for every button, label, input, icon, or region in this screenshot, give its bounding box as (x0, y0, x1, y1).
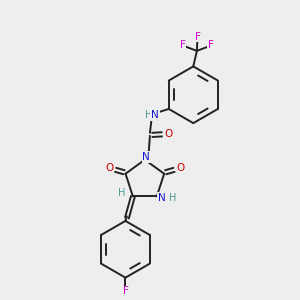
Text: O: O (105, 164, 113, 173)
Text: F: F (122, 286, 128, 296)
Text: F: F (208, 40, 214, 50)
Text: H: H (118, 188, 125, 199)
Text: F: F (194, 32, 200, 41)
Text: O: O (164, 129, 172, 139)
Text: H: H (145, 110, 152, 120)
Text: H: H (169, 193, 176, 203)
Text: O: O (176, 164, 185, 173)
Text: N: N (158, 193, 166, 203)
Text: F: F (180, 40, 185, 50)
Text: N: N (142, 152, 150, 162)
Text: N: N (151, 110, 159, 120)
